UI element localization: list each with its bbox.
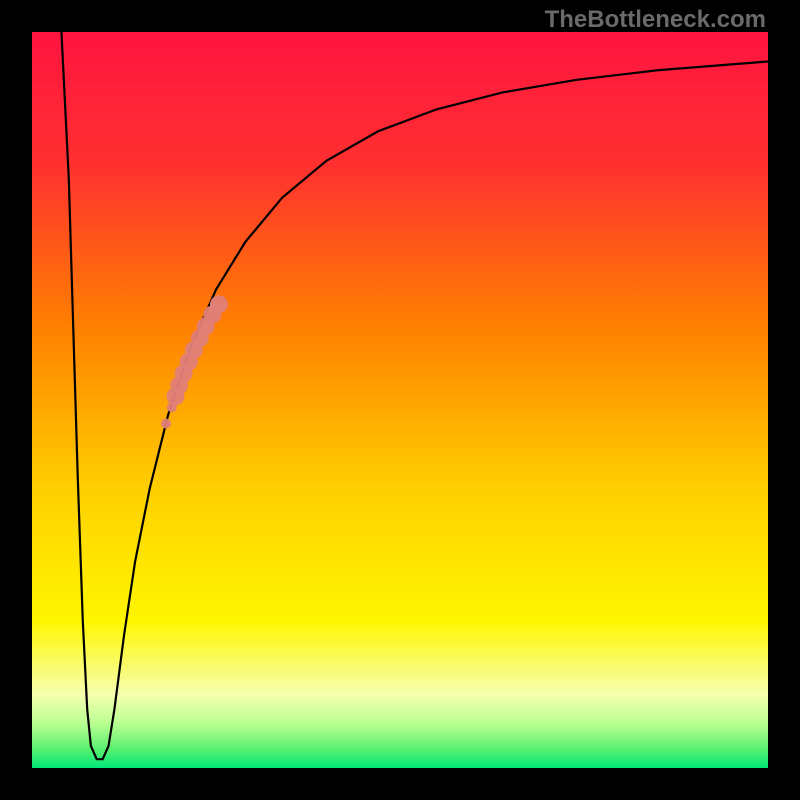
watermark-text: TheBottleneck.com: [545, 6, 766, 34]
curve-marker: [161, 419, 171, 429]
marker-layer: [32, 32, 768, 768]
curve-marker: [210, 295, 228, 313]
figure-root: TheBottleneck.com: [0, 0, 800, 800]
plot-area: [32, 32, 768, 768]
